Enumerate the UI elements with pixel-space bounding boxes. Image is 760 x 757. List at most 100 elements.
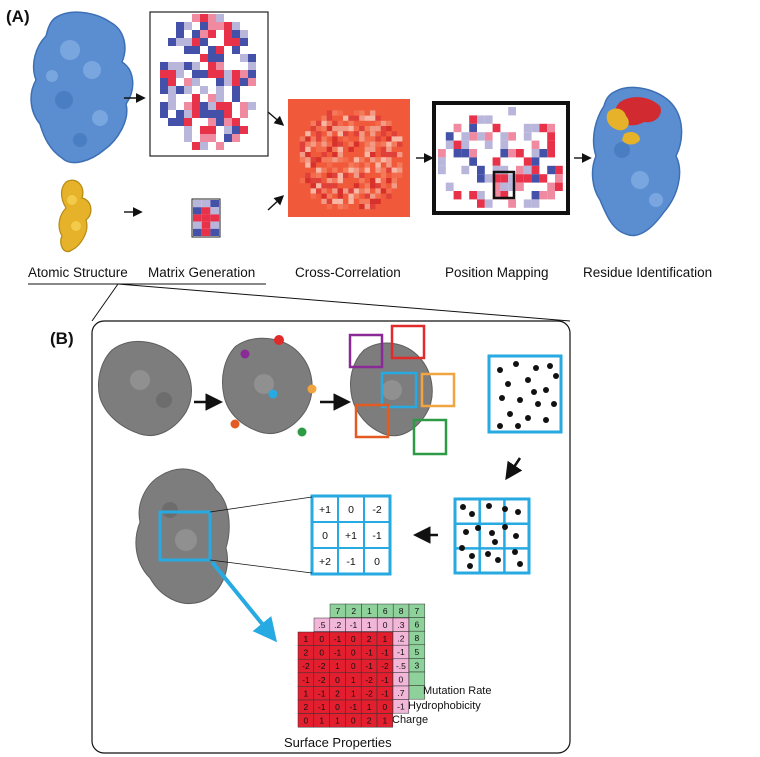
ligand-matrix-cell xyxy=(193,228,202,236)
point xyxy=(502,524,508,530)
matrix-cell xyxy=(248,70,256,78)
matrix-cell xyxy=(248,102,256,110)
matrix-cell xyxy=(184,78,192,86)
correlation-cell xyxy=(332,136,338,142)
correlation-cell xyxy=(337,157,343,163)
correlation-cell xyxy=(326,141,333,147)
correlation-cell xyxy=(310,126,316,132)
charge-value: -1 xyxy=(365,648,373,658)
charge-value: 0 xyxy=(351,661,356,671)
mapping-cell xyxy=(461,149,470,158)
matrix-cell xyxy=(176,38,184,46)
mapping-cell xyxy=(453,149,462,158)
correlation-cell xyxy=(380,141,387,147)
correlation-cell xyxy=(337,193,343,199)
matrix-cell xyxy=(184,38,192,46)
matrix-cell xyxy=(200,110,208,118)
point xyxy=(489,530,495,536)
mapping-cell xyxy=(547,191,555,200)
grid-value: 0 xyxy=(322,530,328,542)
correlation-cell xyxy=(370,152,376,158)
correlation-cell xyxy=(348,193,354,199)
matrix-cell xyxy=(200,54,208,62)
correlation-cell xyxy=(380,183,387,189)
matrix-cell xyxy=(176,22,184,30)
correlation-cell xyxy=(321,167,327,173)
mapping-cell xyxy=(484,140,493,149)
arrow-right-icon xyxy=(267,195,285,211)
mapping-cell xyxy=(500,182,509,191)
matrix-cell xyxy=(160,102,168,110)
mapping-cell xyxy=(516,174,524,183)
charge-value: 1 xyxy=(304,688,309,698)
correlation-cell xyxy=(316,146,322,152)
mapping-cell xyxy=(438,165,446,175)
correlation-cell xyxy=(316,178,322,184)
mapping-cell xyxy=(508,174,516,183)
charge-value: 1 xyxy=(383,716,388,726)
charge-value: 0 xyxy=(304,716,309,726)
correlation-cell xyxy=(321,193,327,199)
matrix-cell xyxy=(192,30,200,38)
matrix-cell xyxy=(216,102,224,110)
correlation-cell xyxy=(305,172,311,178)
matrix-cell xyxy=(224,118,232,126)
hydrophobicity-value: -1 xyxy=(350,620,358,630)
correlation-cell xyxy=(380,167,387,173)
mapping-cell xyxy=(438,149,446,158)
mapping-cell xyxy=(492,182,501,191)
correlation-cell xyxy=(364,183,370,189)
arrow-right-icon xyxy=(267,111,285,126)
correlation-cell xyxy=(332,178,338,184)
point xyxy=(512,549,518,555)
correlation-cell xyxy=(326,162,333,168)
mapping-cell xyxy=(469,132,477,141)
correlation-cell xyxy=(337,198,343,204)
point xyxy=(486,503,492,509)
correlation-cell xyxy=(370,204,376,210)
correlation-cell xyxy=(348,141,354,147)
matrix-cell xyxy=(192,70,200,78)
mapping-cell xyxy=(500,174,509,183)
correlation-cell xyxy=(332,152,338,158)
mapping-cell xyxy=(523,157,532,166)
charge-value: 2 xyxy=(367,716,372,726)
mapping-cell xyxy=(523,132,532,141)
mapping-cell xyxy=(508,182,516,191)
matrix-cell xyxy=(168,102,176,110)
point xyxy=(505,381,511,387)
correlation-cell xyxy=(386,167,392,173)
correlation-cell xyxy=(375,162,381,168)
correlation-cell xyxy=(397,136,403,142)
correlation-cell xyxy=(343,126,349,132)
mutation-rate-value: 8 xyxy=(399,606,404,616)
matrix-cell xyxy=(248,62,256,70)
correlation-cell xyxy=(326,115,333,121)
charge-value: 0 xyxy=(383,702,388,712)
matrix-cell xyxy=(232,78,240,86)
matrix-cell xyxy=(208,126,216,134)
hydrophobicity-value: -1 xyxy=(397,647,405,657)
mutation-rate-value: 8 xyxy=(415,633,420,643)
correlation-cell xyxy=(321,183,327,189)
charge-value: 1 xyxy=(304,634,309,644)
correlation-cell xyxy=(326,120,333,126)
correlation-cell xyxy=(310,188,316,194)
charge-value: -1 xyxy=(350,702,358,712)
feature-dot-green xyxy=(297,427,307,437)
matrix-cell xyxy=(200,102,208,110)
ligand-matrix-cell xyxy=(201,200,211,208)
grid-value: +1 xyxy=(345,530,357,542)
hydrophobicity-value: .5 xyxy=(318,620,325,630)
correlation-cell xyxy=(391,152,397,158)
matrix-cell xyxy=(192,14,200,22)
matrix-cell xyxy=(232,30,240,38)
correlation-cell xyxy=(375,198,381,204)
correlation-cell xyxy=(321,136,327,142)
correlation-cell xyxy=(375,183,381,189)
charge-value: -2 xyxy=(381,661,389,671)
charge-value: 0 xyxy=(319,634,324,644)
mapping-cell xyxy=(508,132,516,141)
matrix-cell xyxy=(248,54,256,62)
